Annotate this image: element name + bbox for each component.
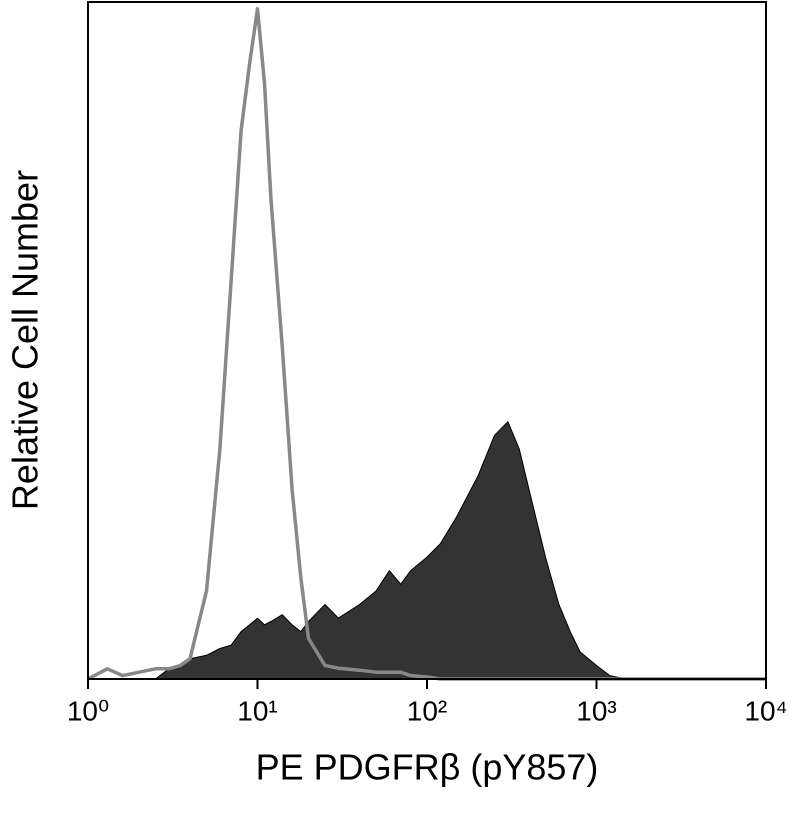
y-axis-label: Relative Cell Number [5,170,46,510]
x-tick-label: 10¹ [237,695,277,726]
x-tick-label: 10² [407,695,447,726]
x-tick-label: 10⁴ [744,695,787,726]
x-axis-label: PE PDGFRβ (pY857) [256,747,599,788]
histogram-area [87,421,767,680]
x-tick-label: 10³ [576,695,616,726]
x-tick-label: 10⁰ [67,695,109,726]
